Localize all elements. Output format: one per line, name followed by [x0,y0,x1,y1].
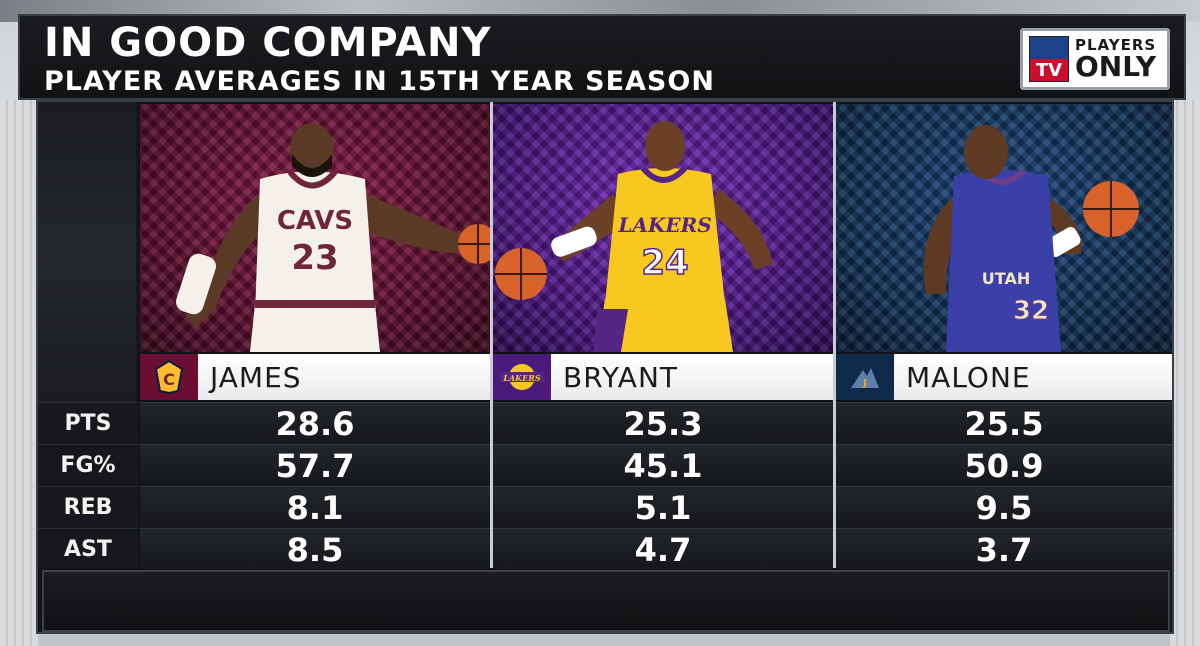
stat-value-malone-pts: 25.5 [836,402,1172,444]
stat-label-reb: REB [38,486,138,528]
graphic-title: IN GOOD COMPANY [44,20,492,66]
stat-value-james-ast: 8.5 [140,528,490,570]
lakers-logo-icon: LAKERS [493,354,551,400]
player-column-malone: 32 UTAH J MALONE 25.5 50.9 9.5 3.7 [836,104,1172,570]
player-figure-icon: LAKERS 24 [495,121,773,352]
graphic-header: IN GOOD COMPANY PLAYER AVERAGES IN 15TH … [18,14,1186,100]
player-photo-malone: 32 UTAH [836,104,1172,352]
svg-text:LAKERS: LAKERS [502,373,541,383]
stat-value-james-fg-pct: 57.7 [140,444,490,486]
nameplate-bryant: LAKERS BRYANT [493,354,833,400]
column-divider [833,102,836,568]
svg-text:32: 32 [1013,296,1049,326]
stat-value-bryant-reb: 5.1 [493,486,833,528]
player-column-bryant: LAKERS 24 LAKERS BRYANT [493,104,833,570]
nameplate-malone: J MALONE [836,354,1172,400]
label-column-blank-panel [38,102,136,402]
svg-text:24: 24 [641,243,688,283]
graphic-footer-bar [42,570,1170,632]
studio-backdrop-right [1170,100,1200,646]
graphic-subtitle: PLAYER AVERAGES IN 15TH YEAR SEASON [44,66,715,97]
column-divider [490,102,493,568]
stat-value-bryant-fg-pct: 45.1 [493,444,833,486]
logo-line-1: PLAYERS [1075,35,1157,54]
player-figure-icon: CAVS 23 [176,123,490,352]
stat-value-bryant-pts: 25.3 [493,402,833,444]
stat-label-pts: PTS [38,402,138,444]
svg-text:C: C [163,370,175,389]
player-photo-bryant: LAKERS 24 [493,104,833,352]
player-name-bryant: BRYANT [551,354,833,400]
stat-label-ast: AST [38,528,138,570]
player-figure-icon: 32 UTAH [923,125,1139,352]
stats-board: PTS FG% REB AST CAVS 23 [36,100,1174,634]
logo-wordmark: PLAYERS ONLY [1075,35,1157,83]
players-only-logo: TV PLAYERS ONLY [1020,28,1170,90]
player-column-james: CAVS 23 C JAMES 28.6 5 [140,104,490,570]
nameplate-james: C JAMES [140,354,490,400]
network-mark: TV [1030,59,1068,81]
stat-value-malone-ast: 3.7 [836,528,1172,570]
jazz-logo-icon: J [836,354,894,400]
svg-text:UTAH: UTAH [982,269,1030,288]
logo-line-2: ONLY [1075,49,1156,83]
stat-label-fg-pct: FG% [38,444,138,486]
svg-text:CAVS: CAVS [277,206,353,236]
stat-value-malone-reb: 9.5 [836,486,1172,528]
stat-value-james-pts: 28.6 [140,402,490,444]
studio-backdrop-left [0,100,40,646]
player-photo-james: CAVS 23 [140,104,490,352]
svg-text:23: 23 [291,238,338,278]
stat-value-bryant-ast: 4.7 [493,528,833,570]
player-name-malone: MALONE [894,354,1172,400]
stat-value-malone-fg-pct: 50.9 [836,444,1172,486]
cavaliers-logo-icon: C [140,354,198,400]
stat-value-james-reb: 8.1 [140,486,490,528]
player-name-james: JAMES [198,354,490,400]
nba-tv-logo-icon: TV [1029,36,1069,82]
svg-text:J: J [862,378,867,389]
svg-text:LAKERS: LAKERS [617,213,711,237]
stat-label-column: PTS FG% REB AST [38,102,138,568]
